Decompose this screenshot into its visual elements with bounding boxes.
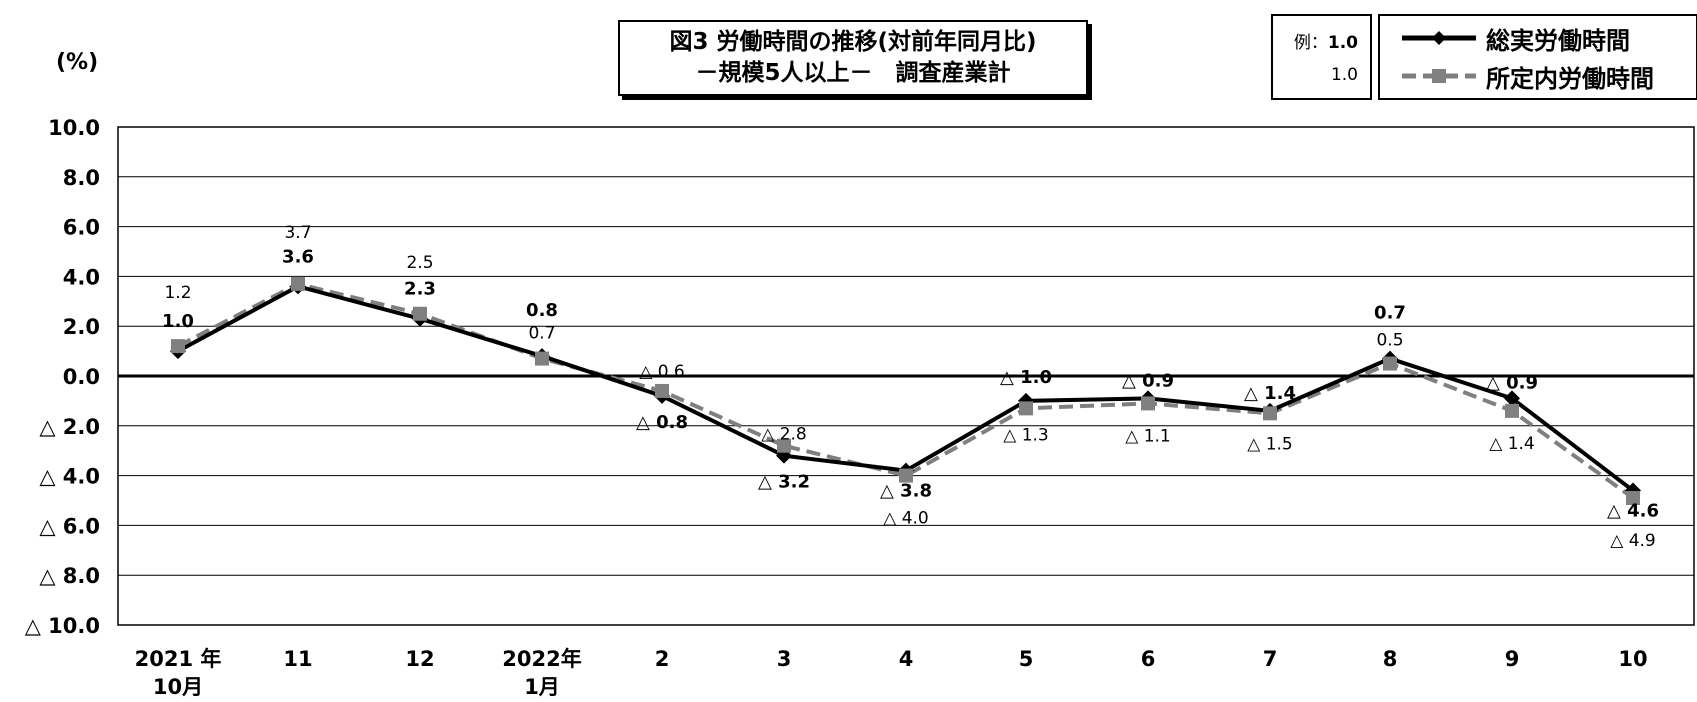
data-label-series1: △ 1.0: [1000, 367, 1052, 388]
data-label-series1: △ 3.8: [880, 481, 932, 502]
example-bold-row: 例：1.0: [1294, 28, 1358, 53]
data-label-series2: 2.5: [406, 253, 433, 273]
data-label-series2: △ 1.1: [1125, 426, 1171, 446]
legend-item-series2: 所定内労働時間: [1400, 58, 1654, 94]
x-tick-label: 5: [1019, 647, 1034, 671]
series2-point: [535, 351, 549, 366]
data-label-series2: △ 4.0: [883, 509, 929, 529]
series2-point: [1505, 403, 1519, 418]
series1-point: [1504, 390, 1520, 407]
x-tick-label: 1月: [524, 675, 560, 699]
data-label-series2: 3.7: [284, 223, 311, 243]
data-label-series1: △ 1.4: [1244, 383, 1296, 404]
x-axis-ticks: 2021 年 10月 11 12 2022年 1月 2 3 4 5 6 7 8 9 10: [135, 647, 1648, 699]
data-labels: 1.0 3.6 2.3 0.8 △ 0.8 △ 3.2 △ 3.8 △ 1.0 △ 0.9 △ 1…: [162, 223, 1659, 551]
x-tick-label: 4: [899, 647, 914, 671]
series2-point: [655, 383, 669, 398]
data-label-series2: △ 4.9: [1610, 531, 1656, 551]
data-label-series2: △ 2.8: [761, 425, 807, 445]
series2-point: [1263, 406, 1277, 421]
legend-swatch-solid-diamond: [1402, 31, 1476, 45]
data-label-series1: △ 0.9: [1122, 370, 1174, 391]
series2-point: [1019, 401, 1033, 416]
y-axis-ticks: 10.0 8.0 6.0 4.0 2.0 0.0 △ 2.0 △ 4.0 △ 6.0 △ 8.0 △…: [25, 116, 100, 638]
legend: 総実労働時間 所定内労働時間: [1378, 14, 1697, 100]
data-label-series1: △ 3.2: [758, 472, 810, 493]
chart-title-line2: －規模5人以上－ 調査産業計: [695, 60, 1011, 86]
x-tick-label: 2: [655, 647, 670, 671]
y-tick-label: △ 4.0: [39, 465, 100, 489]
data-label-series1: △ 4.6: [1607, 501, 1659, 522]
y-tick-label: 0.0: [63, 365, 100, 389]
y-tick-label: △ 8.0: [39, 564, 100, 588]
data-label-series1: 1.0: [162, 311, 194, 332]
series2-point: [1383, 356, 1397, 371]
series2-point: [899, 468, 913, 483]
data-label-series2: △ 1.4: [1489, 434, 1535, 454]
y-tick-label: 8.0: [63, 166, 100, 190]
series2-point: [291, 276, 305, 291]
y-tick-label: △ 2.0: [39, 415, 100, 439]
series2-point: [413, 306, 427, 321]
label-example-box: 例：1.0 1.0: [1271, 14, 1372, 100]
data-label-series1: 3.6: [282, 246, 314, 267]
example-bold-value: 1.0: [1327, 33, 1358, 53]
data-label-series1: 0.7: [1374, 303, 1406, 324]
gridlines: [117, 126, 1695, 626]
y-tick-label: 10.0: [48, 116, 100, 140]
example-prefix: 例：: [1293, 33, 1328, 53]
y-tick-label: 4.0: [63, 265, 100, 289]
x-tick-label: 3: [777, 647, 792, 671]
data-label-series2: 0.5: [1376, 331, 1403, 351]
x-tick-label: 10月: [153, 675, 203, 699]
data-label-series1: △ 0.8: [636, 412, 688, 433]
y-tick-label: △ 6.0: [39, 514, 100, 538]
chart-title-line1: 図3 労働時間の推移(対前年同月比): [669, 29, 1037, 55]
x-tick-label: 8: [1383, 647, 1398, 671]
x-tick-label: 10: [1618, 647, 1647, 671]
series2-point: [1141, 396, 1155, 411]
x-tick-label: 7: [1263, 647, 1278, 671]
legend-label-series2: 所定内労働時間: [1486, 64, 1654, 93]
x-tick-label: 6: [1141, 647, 1156, 671]
x-tick-label: 2022年: [502, 647, 581, 671]
series-lines: [170, 276, 1641, 506]
legend-swatch-dashed-square: [1402, 69, 1476, 83]
series2-point: [171, 339, 185, 354]
y-axis-unit-label: (%): [56, 50, 99, 75]
data-label-series2: 1.2: [164, 283, 191, 303]
x-tick-label: 11: [283, 647, 312, 671]
data-label-series2: △ 0.6: [639, 362, 685, 382]
chart-title: 図3 労働時間の推移(対前年同月比) －規模5人以上－ 調査産業計: [618, 20, 1088, 96]
data-label-series2: △ 1.3: [1003, 425, 1049, 445]
legend-label-series1: 総実労働時間: [1486, 26, 1630, 55]
y-tick-label: △ 10.0: [25, 614, 100, 638]
series2-point: [1626, 491, 1640, 506]
y-tick-label: 2.0: [63, 315, 100, 339]
series2-point: [777, 438, 791, 453]
data-label-series2: △ 1.5: [1247, 434, 1293, 454]
x-tick-label: 2021 年: [135, 647, 222, 671]
x-tick-label: 9: [1505, 647, 1520, 671]
x-tick-label: 12: [405, 647, 434, 671]
data-label-series1: 0.8: [526, 300, 558, 321]
data-label-series1: 2.3: [404, 279, 436, 300]
y-tick-label: 6.0: [63, 216, 100, 240]
data-label-series1: △ 0.9: [1486, 372, 1538, 393]
example-plain-value: 1.0: [1330, 65, 1358, 85]
series-line-sojitsu: [177, 284, 1635, 493]
legend-item-series1: 総実労働時間: [1400, 20, 1630, 56]
data-label-series2: 0.7: [528, 324, 555, 344]
